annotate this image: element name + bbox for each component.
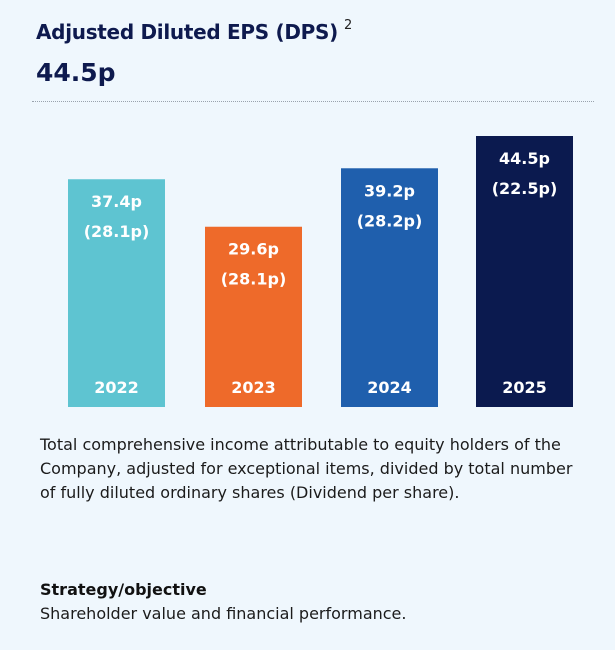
bar-chart: 37.4p (28.1p) 2022 29.6p (28.1p) 2023 39.2p (28… [68,136,573,407]
bar-2023 [205,226,302,407]
category-label: 2023 [231,378,276,397]
strategy-heading: Strategy/objective [40,580,207,599]
value-label: 37.4p [91,192,142,211]
chart-title: Adjusted Diluted EPS (DPS) 2 [36,18,352,44]
bar-2025 [476,136,573,407]
dps-label: (28.2p) [357,211,423,230]
dps-label: (28.1p) [84,222,150,241]
value-label: 29.6p [228,240,279,259]
dps-label: (22.5p) [492,179,558,198]
category-label: 2024 [367,378,412,397]
headline-value: 44.5p [36,58,116,87]
value-label: 44.5p [499,149,550,168]
strategy-text: Shareholder value and financial performa… [40,604,407,623]
category-label: 2022 [94,378,139,397]
dps-label: (28.1p) [221,270,287,289]
divider [32,101,594,102]
footnote-marker: 2 [344,18,352,33]
chart-title-text: Adjusted Diluted EPS (DPS) [36,20,338,44]
category-label: 2025 [502,378,547,397]
bar-2022 [68,179,165,407]
metric-description: Total comprehensive income attributable … [40,435,573,502]
value-label: 39.2p [364,181,415,200]
bar-2024 [341,168,438,407]
